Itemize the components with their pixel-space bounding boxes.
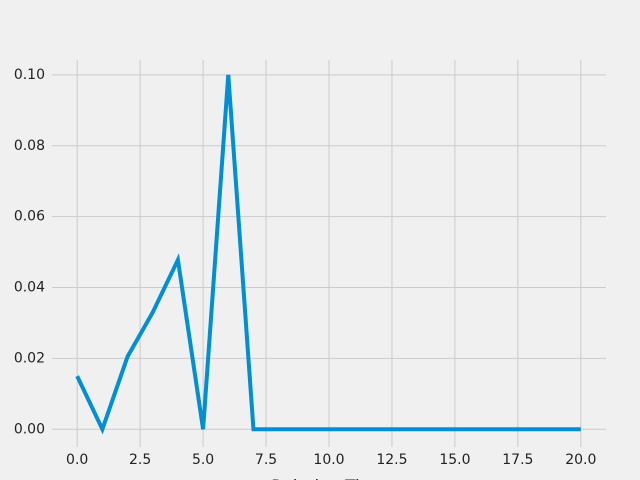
- x-tick-label: 5.0: [192, 452, 214, 468]
- x-tick-label: 17.5: [502, 452, 533, 468]
- x-tick-label: 2.5: [129, 452, 151, 468]
- y-tick-label: 0.04: [14, 280, 45, 296]
- x-tick-label: 12.5: [376, 452, 407, 468]
- y-tick-label: 0.02: [14, 350, 45, 366]
- y-tick-label: 0.06: [14, 209, 45, 225]
- y-tick-label: 0.08: [14, 138, 45, 154]
- y-tick-label: 0.00: [14, 421, 45, 437]
- data-line: [75, 74, 581, 435]
- x-tick-label: 7.5: [255, 452, 277, 468]
- x-tick-label: 10.0: [313, 452, 344, 468]
- y-tick-label: 0.10: [14, 67, 45, 83]
- x-axis-label: Relative Time: [271, 477, 387, 480]
- x-tick-label: 0.0: [66, 452, 88, 468]
- x-tick-label: 20.0: [565, 452, 596, 468]
- x-tick-label: 15.0: [439, 452, 470, 468]
